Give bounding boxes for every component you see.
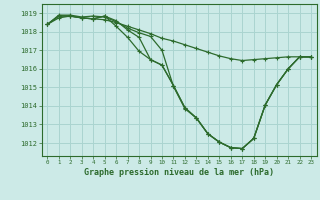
X-axis label: Graphe pression niveau de la mer (hPa): Graphe pression niveau de la mer (hPa) bbox=[84, 168, 274, 177]
